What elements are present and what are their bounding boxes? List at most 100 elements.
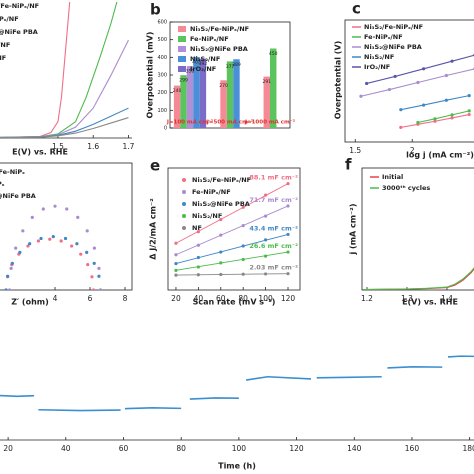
- bar-value-label: 240: [173, 88, 182, 94]
- data-line: [362, 268, 474, 290]
- legend-label: Ni₃S₂/Fe-NiPₓ/NF: [190, 25, 249, 33]
- plot-frame: [167, 167, 301, 291]
- x-tick-label: 100: [232, 444, 247, 453]
- legend-label: 3000ᵗʰ cycles: [382, 184, 430, 192]
- bar: [220, 80, 227, 128]
- data-point: [393, 74, 397, 79]
- data-point: [241, 205, 245, 209]
- legend-label: Fe-NiPₓ/NF: [0, 15, 19, 23]
- legend-label: Ni₃S₂/Fe-NiPₓ: [0, 168, 25, 176]
- y-axis-label: Δ J/2/mA cm⁻²: [149, 198, 158, 260]
- data-point: [263, 193, 268, 197]
- x-tick-label: 120: [289, 444, 304, 453]
- x-tick-label: 2: [410, 146, 415, 155]
- data-point: [286, 272, 290, 276]
- y-tick-label: 300: [157, 73, 167, 79]
- x-tick-label: 6: [88, 294, 93, 303]
- legend-swatch: [182, 214, 186, 218]
- legend-label: IrO₂/NF: [0, 54, 6, 62]
- y-axis-label: Overpotential (mV): [146, 32, 155, 119]
- plot-frame: [344, 19, 474, 143]
- data-point: [9, 266, 13, 271]
- legend-swatch: [182, 178, 186, 182]
- data-point: [59, 239, 63, 243]
- x-axis-label: Time (h): [218, 462, 256, 471]
- data-point: [422, 67, 426, 71]
- data-point: [219, 261, 223, 265]
- data-point: [53, 204, 57, 208]
- plot-frame: [0, 162, 133, 291]
- legend-label: Fe-NiPₓ/NF: [190, 35, 229, 43]
- x-tick-label: 20: [171, 294, 181, 303]
- legend-label: Ni₃S₂@NiFe PBA: [364, 43, 422, 51]
- data-point: [219, 217, 223, 222]
- x-tick-label: 1.5: [52, 142, 64, 151]
- data-point: [75, 242, 79, 246]
- panel: 1.5 1.6 1.7 E(V) vs. RHE Ni₃S₂/Fe-NiPₓ/NF Fe-…: [0, 2, 135, 157]
- data-point: [21, 229, 25, 233]
- x-tick-label: 180: [462, 444, 474, 453]
- data-point: [97, 274, 101, 278]
- x-axis-label: E(V) vs. RHE: [402, 298, 458, 307]
- data-point: [241, 272, 245, 276]
- data-point: [263, 272, 268, 276]
- category-label: J=100 mA cm⁻²: [166, 119, 214, 126]
- bar-value-label: 377: [226, 64, 235, 70]
- x-axis-label: Z′ (ohm): [11, 298, 49, 307]
- x-tick-label: 120: [281, 294, 296, 303]
- legend-label: Ni₃S₂/Fe-NiPₓ/NF: [192, 176, 251, 184]
- bar-value-label: 299: [179, 78, 188, 84]
- plot-area: [359, 53, 474, 129]
- data-point: [30, 215, 34, 219]
- data-point: [70, 244, 74, 248]
- plot-area: [173, 48, 277, 128]
- data-point: [416, 80, 420, 85]
- legend-swatch: [178, 36, 186, 42]
- data-point: [174, 261, 178, 266]
- x-tick-label: 40: [194, 294, 204, 303]
- data-point: [263, 254, 268, 258]
- data-point: [92, 261, 96, 265]
- panel: 20 40 60 80 100 120 e Scan rate (mV s⁻¹) Δ J/2/m…: [149, 157, 301, 307]
- panel-letter: b: [150, 1, 161, 19]
- x-tick-label: 1.6: [87, 142, 99, 151]
- data-point: [359, 94, 363, 98]
- data-line: [400, 95, 470, 111]
- series-annotation: 26.6 mF cm⁻²: [249, 242, 298, 250]
- y-axis-label: Overpotential (V): [334, 41, 343, 120]
- y-tick-label: 600: [157, 20, 167, 26]
- data-point: [286, 204, 290, 208]
- legend-label: Ni₃S₂@NiFe PBA: [192, 200, 250, 208]
- legend-label: IrO₂/NF: [190, 65, 216, 73]
- legend-label: Ni₃S₂@NiFe PBA: [0, 192, 36, 200]
- x-tick-label: 140: [347, 444, 362, 453]
- data-point: [241, 224, 245, 228]
- y-tick-label: 400: [157, 55, 167, 61]
- bar: [193, 56, 200, 128]
- data-point: [65, 207, 69, 211]
- series-annotation: 2.03 mF cm⁻²: [249, 264, 298, 272]
- legend-label: Initial: [382, 173, 403, 181]
- y-tick-label: 500: [157, 37, 167, 43]
- data-point: [48, 237, 52, 241]
- bar-value-label: 450: [269, 51, 278, 57]
- x-tick-label: 1.5: [349, 146, 361, 155]
- data-point: [26, 244, 30, 248]
- bar: [226, 61, 234, 128]
- data-point: [196, 255, 200, 260]
- x-tick-label: 1.2: [361, 294, 373, 303]
- plot-area: [362, 267, 474, 290]
- data-point: [422, 103, 426, 107]
- data-point: [18, 250, 22, 255]
- panel-letter: c: [352, 0, 361, 18]
- data-point: [241, 244, 245, 248]
- data-point: [196, 273, 200, 277]
- legend-swatch: [178, 66, 186, 72]
- y-axis-label: j (mA cm⁻²): [349, 204, 358, 256]
- data-point: [387, 87, 392, 92]
- x-tick-label: 60: [216, 294, 226, 303]
- legend-label: Fe-NiPₓ/NF: [192, 188, 231, 196]
- bar-value-label: 291: [262, 79, 271, 85]
- data-point: [92, 246, 96, 250]
- fit-line: [175, 251, 289, 271]
